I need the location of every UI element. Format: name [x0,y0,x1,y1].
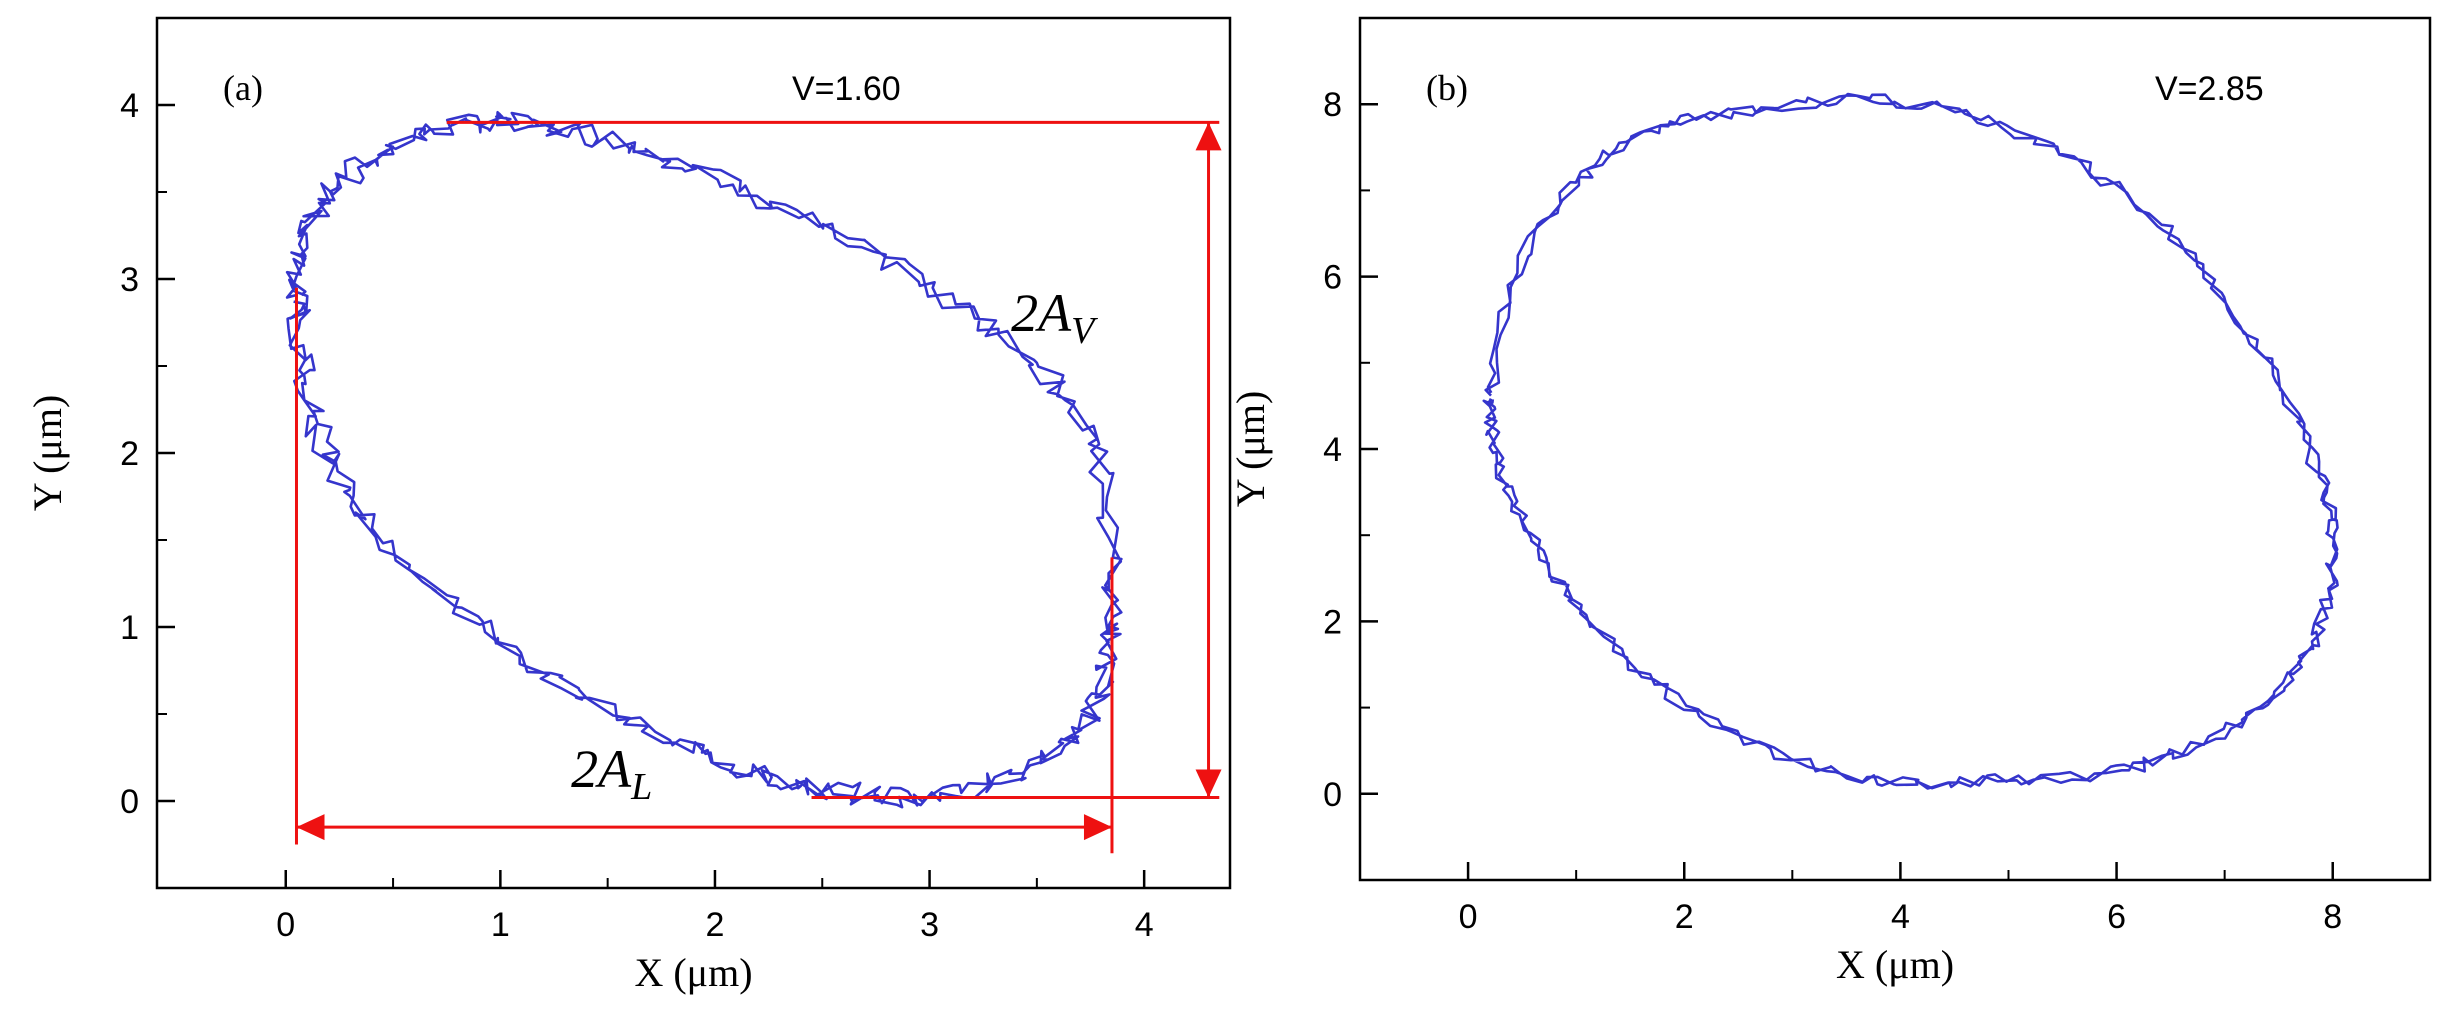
amplitude-vertical-label-base: 2A [1011,283,1072,343]
y-tick-label: 4 [1323,431,1342,469]
amplitude-lateral-arrow-head-start [296,814,325,841]
amplitude-lateral-label-sub: L [630,766,652,808]
x-tick-label: 0 [276,906,295,944]
x-tick-label: 0 [1459,898,1478,936]
y-tick-label: 6 [1323,259,1342,297]
amplitude-vertical-label-sub: V [1071,310,1098,352]
y-tick-label: 0 [1323,776,1342,814]
x-tick-label: 4 [1891,898,1910,936]
panel-label: (b) [1426,68,1468,108]
y-tick-label: 4 [120,87,139,125]
y-tick-label: 8 [1323,86,1342,124]
y-tick-label: 2 [1323,603,1342,641]
x-axis-label: X (μm) [634,950,752,995]
amplitude-vertical-arrow-head-end [1195,769,1222,798]
velocity-label: V=2.85 [2155,70,2264,108]
y-tick-label: 3 [120,261,139,299]
y-tick-label: 1 [120,609,139,647]
amplitude-vertical-arrow-head-start [1195,122,1222,151]
amplitude-vertical-label: 2AV [1011,283,1098,352]
amplitude-lateral-label: 2AL [571,739,652,808]
x-tick-label: 1 [491,906,510,944]
x-tick-label: 3 [920,906,939,944]
plot-frame [1358,16,2432,882]
trajectory-series-line [285,111,1123,809]
panel-label: (a) [223,68,263,108]
y-tick-label: 2 [120,435,139,473]
x-axis-label: X (μm) [1836,942,1954,987]
velocity-label: V=1.60 [792,70,901,108]
amplitude-lateral-label-base: 2A [571,739,632,799]
y-tick-label: 0 [120,783,139,821]
y-axis-label: Y (μm) [1228,391,1273,508]
x-tick-label: 8 [2323,898,2342,936]
x-tick-label: 6 [2107,898,2126,936]
x-tick-label: 2 [705,906,724,944]
chart-panel-b: 0 2 4 6 8 0 2 4 6 8 X (μm) Y (μm) (b) V=2.85 [1228,16,2432,987]
x-tick-label: 4 [1135,906,1154,944]
amplitude-lateral-arrow-head-end [1083,814,1112,841]
x-tick-label: 2 [1675,898,1694,936]
y-axis-label: Y (μm) [25,395,70,512]
trajectory-series-line [1482,92,2339,790]
